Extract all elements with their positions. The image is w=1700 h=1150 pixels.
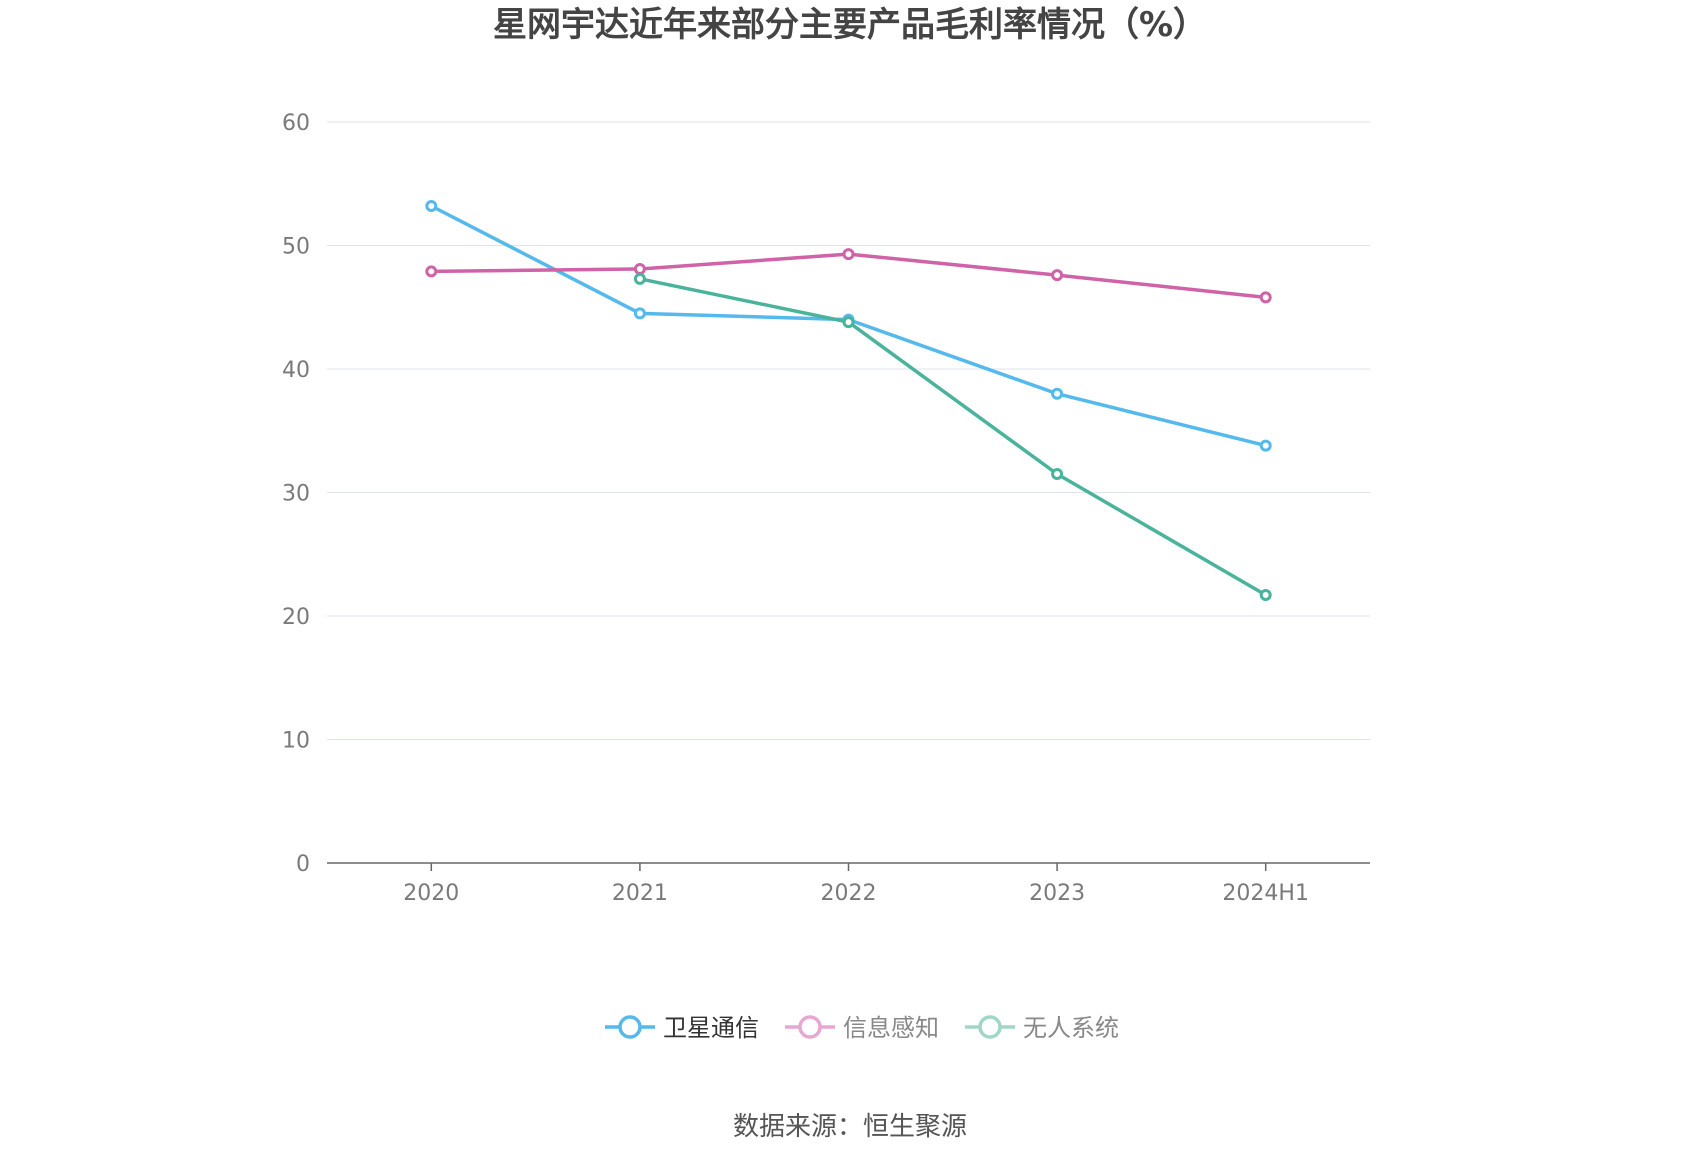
x-axis: 2020 2021 2022 2023 2024H1: [327, 862, 1370, 906]
series-line-1: [431, 252, 1266, 300]
chart-title: 星网宇达近年来部分主要产品毛利率情况（%）: [493, 5, 1207, 45]
legend-label-0: 卫星通信: [663, 1014, 759, 1042]
series-1: [425, 248, 1272, 304]
legend-label-1: 信息感知: [843, 1014, 939, 1042]
legend-label-2: 无人系统: [1023, 1014, 1119, 1042]
series-2: [633, 272, 1272, 602]
y-tick-label-0: 0: [296, 852, 310, 877]
data-point-0-2023[interactable]: [1051, 387, 1064, 400]
data-point-1-2024H1[interactable]: [1259, 291, 1272, 304]
y-tick-label-40: 40: [282, 358, 310, 383]
series-lines: [425, 199, 1272, 602]
x-tick-label-2024H1: 2024H1: [1222, 881, 1309, 906]
legend-marker-0: [618, 1015, 642, 1039]
data-point-0-2020[interactable]: [425, 199, 438, 212]
y-tick-label-30: 30: [282, 482, 310, 507]
data-source: 数据来源：恒生聚源: [733, 1112, 967, 1142]
data-point-1-2021[interactable]: [633, 262, 646, 275]
legend[interactable]: 卫星通信 信息感知 无人系统: [605, 1014, 1119, 1042]
data-point-2-2021[interactable]: [633, 272, 646, 285]
data-point-1-2022[interactable]: [842, 248, 855, 261]
data-point-2-2024H1[interactable]: [1259, 589, 1272, 602]
data-point-1-2023[interactable]: [1051, 269, 1064, 282]
data-point-1-2020[interactable]: [425, 265, 438, 278]
data-point-0-2024H1[interactable]: [1259, 439, 1272, 452]
y-tick-label-50: 50: [282, 235, 310, 260]
y-tick-label-60: 60: [282, 111, 310, 136]
grid-lines: [327, 121, 1370, 740]
series-line-2: [639, 277, 1267, 597]
legend-item-1[interactable]: 信息感知: [785, 1014, 939, 1042]
data-point-2-2023[interactable]: [1051, 467, 1064, 480]
legend-marker-1: [798, 1015, 822, 1039]
x-tick-label-2022: 2022: [821, 881, 877, 906]
x-tick-label-2020: 2020: [403, 881, 459, 906]
data-point-2-2022[interactable]: [842, 316, 855, 329]
y-tick-label-10: 10: [282, 729, 310, 754]
legend-item-2[interactable]: 无人系统: [965, 1014, 1119, 1042]
data-point-0-2021[interactable]: [633, 307, 646, 320]
y-tick-label-20: 20: [282, 605, 310, 630]
y-axis: 0 10 20 30 40 50 60: [282, 111, 310, 877]
legend-item-0[interactable]: 卫星通信: [605, 1014, 759, 1042]
legend-marker-2: [978, 1015, 1002, 1039]
x-tick-label-2021: 2021: [612, 881, 668, 906]
x-tick-label-2023: 2023: [1029, 881, 1085, 906]
